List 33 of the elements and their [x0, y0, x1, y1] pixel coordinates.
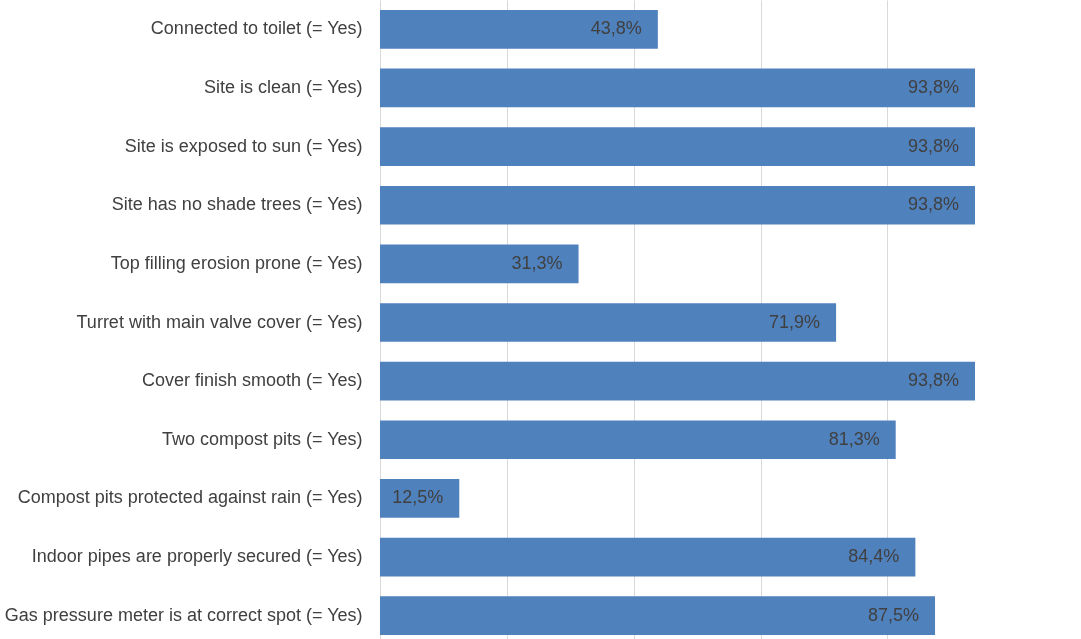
data-label: 87,5% — [867, 604, 920, 625]
y-tick-label: Site has no shade trees (= Yes) — [111, 194, 363, 215]
y-tick-label: Top filling erosion prone (= Yes) — [110, 252, 363, 273]
bar — [380, 479, 460, 518]
bar — [380, 68, 975, 108]
bar — [380, 185, 975, 225]
y-tick-label: Two compost pits (= Yes) — [161, 428, 363, 449]
data-label: 81,3% — [828, 428, 880, 449]
bar — [380, 596, 936, 636]
y-tick-label: Site is clean (= Yes) — [203, 76, 363, 97]
data-label: 93,8% — [907, 135, 959, 156]
bar — [380, 537, 916, 577]
data-label: 31,3% — [511, 252, 563, 273]
data-label: 93,8% — [907, 76, 959, 97]
bar — [380, 361, 975, 401]
bar — [380, 303, 837, 342]
y-tick-label: Cover finish smooth (= Yes) — [141, 370, 363, 391]
y-tick-label: Turret with main valve cover (= Yes) — [76, 311, 363, 332]
bar — [380, 420, 896, 460]
data-label: 12,5% — [392, 487, 444, 508]
bar — [380, 127, 975, 166]
data-label: 43,8% — [590, 18, 642, 39]
y-tick-label: Site is exposed to sun (= Yes) — [124, 135, 363, 156]
y-tick-label: Gas pressure meter is at correct spot (= Yes) — [4, 604, 363, 625]
y-tick-label: Connected to toilet (= Yes) — [150, 18, 363, 39]
data-label: 93,8% — [907, 194, 959, 215]
data-label: 84,4% — [848, 546, 900, 567]
data-label: 93,8% — [907, 370, 959, 391]
bar — [380, 9, 658, 49]
y-tick-label: Indoor pipes are properly secured (= Yes) — [31, 546, 363, 567]
bar — [380, 244, 579, 284]
y-tick-label: Compost pits protected against rain (= Yes) — [17, 487, 363, 508]
data-label: 71,9% — [769, 311, 821, 332]
